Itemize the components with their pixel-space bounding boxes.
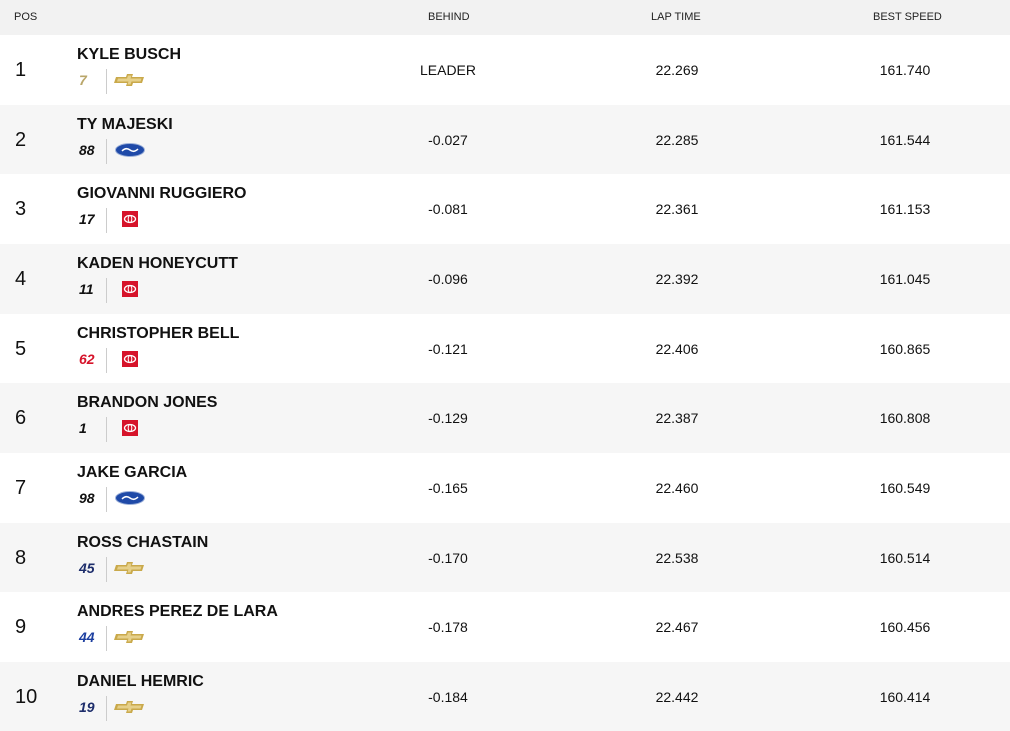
driver-name[interactable]: BRANDON JONES [77,394,218,411]
header-pos[interactable]: POS [14,11,38,23]
best-speed: 161.153 [879,201,931,217]
driver-name[interactable]: ANDRES PEREZ DE LARA [77,603,278,620]
manufacturer-logo [114,72,146,88]
driver-name[interactable]: GIOVANNI RUGGIERO [77,185,247,202]
best-speed: 160.414 [879,689,931,705]
behind: -0.184 [428,689,468,705]
position: 5 [15,338,27,360]
car-number: 7 [79,72,87,88]
behind: -0.129 [428,410,468,426]
divider [106,139,107,164]
manufacturer-logo [114,420,146,436]
lap-time: 22.467 [655,619,699,635]
car-number: 11 [79,281,94,297]
header-lap-time[interactable]: LAP TIME [651,11,701,23]
position: 7 [15,477,27,499]
table-header: POS BEHIND LAP TIME BEST SPEED [0,0,1010,35]
lap-time: 22.361 [655,201,699,217]
car-number: 62 [79,351,95,367]
header-best-speed[interactable]: BEST SPEED [873,11,942,23]
best-speed: 161.045 [879,271,931,287]
divider [106,696,107,721]
car-number: 45 [79,560,95,576]
result-row: 4 KADEN HONEYCUTT 11 -0.096 22.392 161.0… [0,244,1010,314]
result-row: 8 ROSS CHASTAIN 45 -0.170 22.538 160.514 [0,523,1010,593]
manufacturer-logo [114,629,146,645]
result-row: 9 ANDRES PEREZ DE LARA 44 -0.178 22.467 … [0,592,1010,662]
lap-time: 22.538 [655,550,699,566]
lap-time: 22.387 [655,410,699,426]
divider [106,348,107,373]
driver-name[interactable]: KYLE BUSCH [77,46,182,63]
car-number: 98 [79,490,95,506]
manufacturer-logo [114,560,146,576]
result-row: 7 JAKE GARCIA 98 -0.165 22.460 160.549 [0,453,1010,523]
best-speed: 161.740 [879,62,931,78]
lap-time: 22.406 [655,341,699,357]
car-number: 19 [79,699,95,715]
car-number: 1 [79,420,87,436]
best-speed: 160.549 [879,480,931,496]
driver-name[interactable]: CHRISTOPHER BELL [77,325,240,342]
driver-name[interactable]: TY MAJESKI [77,116,173,133]
divider [106,487,107,512]
position: 4 [15,268,27,290]
position: 9 [15,616,27,638]
result-row: 6 BRANDON JONES 1 -0.129 22.387 160.808 [0,383,1010,453]
behind: -0.081 [428,201,468,217]
lap-time: 22.269 [655,62,699,78]
position: 6 [15,407,27,429]
driver-name[interactable]: KADEN HONEYCUTT [77,255,238,272]
result-row: 5 CHRISTOPHER BELL 62 -0.121 22.406 160.… [0,314,1010,384]
best-speed: 161.544 [879,132,931,148]
best-speed: 160.865 [879,341,931,357]
best-speed: 160.456 [879,619,931,635]
divider [106,278,107,303]
driver-name[interactable]: ROSS CHASTAIN [77,534,209,551]
position: 1 [15,59,27,81]
manufacturer-logo [114,351,146,367]
divider [106,69,107,94]
lap-time: 22.460 [655,480,699,496]
behind: -0.178 [428,619,468,635]
car-number: 88 [79,142,95,158]
result-row: 3 GIOVANNI RUGGIERO 17 -0.081 22.361 161… [0,174,1010,244]
manufacturer-logo [114,281,146,297]
position: 3 [15,198,27,220]
position: 2 [15,129,27,151]
manufacturer-logo [114,142,146,158]
behind: -0.096 [428,271,468,287]
car-number: 17 [79,211,95,227]
manufacturer-logo [114,490,146,506]
best-speed: 160.808 [879,410,931,426]
result-row: 1 KYLE BUSCH 7 LEADER 22.269 161.740 [0,35,1010,105]
behind: -0.170 [428,550,468,566]
driver-name[interactable]: JAKE GARCIA [77,464,188,481]
divider [106,417,107,442]
best-speed: 160.514 [879,550,931,566]
driver-name[interactable]: DANIEL HEMRIC [77,673,204,690]
header-behind[interactable]: BEHIND [428,11,470,23]
lap-time: 22.442 [655,689,699,705]
behind: -0.027 [428,132,468,148]
manufacturer-logo [114,211,146,227]
behind: LEADER [419,62,477,78]
car-number: 44 [79,629,95,645]
manufacturer-logo [114,699,146,715]
divider [106,626,107,651]
divider [106,208,107,233]
position: 10 [15,686,38,708]
divider [106,557,107,582]
behind: -0.165 [428,480,468,496]
position: 8 [15,547,27,569]
behind: -0.121 [428,341,468,357]
lap-time: 22.392 [655,271,699,287]
result-row: 10 DANIEL HEMRIC 19 -0.184 22.442 160.41… [0,662,1010,731]
result-row: 2 TY MAJESKI 88 -0.027 22.285 161.544 [0,105,1010,175]
lap-time: 22.285 [655,132,699,148]
